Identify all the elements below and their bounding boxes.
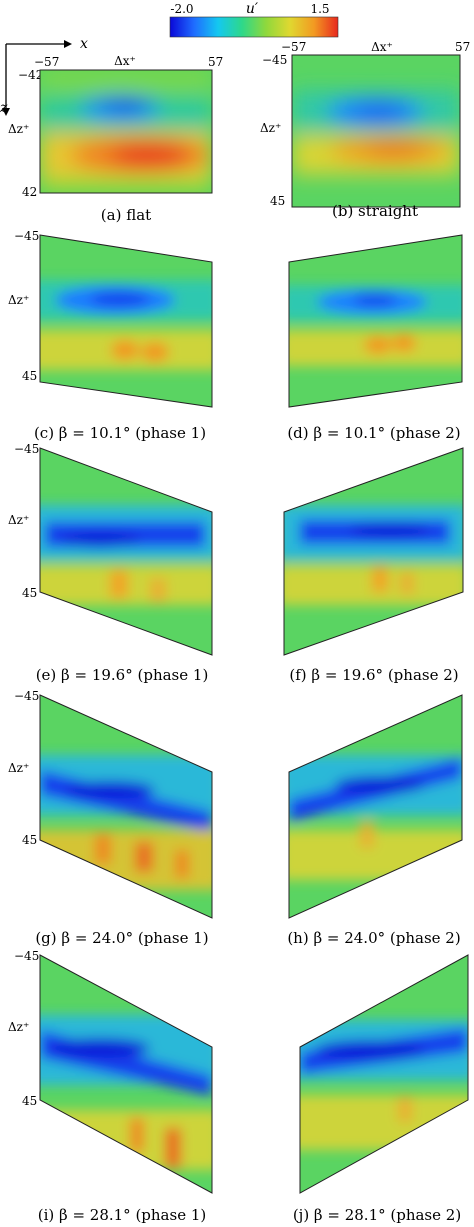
tick-z-top: −45 [14,689,39,703]
frame-i [39,954,213,1194]
contour-map-e [40,448,212,655]
contour-map-g [40,695,212,918]
colorbar-min-label: -2.0 [170,2,193,16]
dz-label: Δz⁺ [8,761,29,775]
tick-z-bottom: 42 [22,185,37,199]
colorbar: -2.0 u′ 1.5 [169,1,339,38]
z-arrow-head [2,108,10,116]
caption-g: (g) β = 24.0° (phase 1) [35,929,208,947]
caption-e: (e) β = 19.6° (phase 1) [36,666,209,684]
panel-c: −45 Δz⁺ 45 (c) β = 10.1° (phase 1) [8,229,213,442]
dz-label: Δz⁺ [8,122,29,136]
dx-label: Δx⁺ [114,54,136,68]
colorbar-max-label: 1.5 [310,2,329,16]
panel-e: −45 Δz⁺ 45 (e) β = 19.6° (phase 1) [8,442,213,684]
tick-z-bottom: 45 [22,369,37,383]
contour-map-h [289,695,462,918]
caption-b: (b) straight [332,202,418,220]
caption-a: (a) flat [101,206,151,224]
z-axis-label: z [0,100,8,116]
contour-map-b [292,55,460,207]
frame-e [39,447,213,656]
contour-map-f [284,448,463,655]
tick-z-top: −45 [14,949,39,963]
panel-i: −45 Δz⁺ 45 (i) β = 28.1° (phase 1) [8,949,213,1224]
tick-z-bottom: 45 [22,1094,37,1108]
dz-label: Δz⁺ [8,293,29,307]
tick-z-top: −45 [262,53,287,67]
dz-label: Δz⁺ [8,1020,29,1034]
tick-x-right: 57 [455,40,470,54]
panel-a: −57 Δx⁺ 57 −42 Δz⁺ 42 (a) flat [8,54,223,224]
tick-z-bottom: 45 [270,194,285,208]
frame-g [39,694,213,919]
tick-z-top: −42 [18,68,43,82]
dz-label: Δz⁺ [8,513,29,527]
contour-map-i [40,955,212,1193]
tick-x-left: −57 [281,40,306,54]
axis-arrows: x z [0,36,88,116]
tick-x-left: −57 [34,55,59,69]
caption-f: (f) β = 19.6° (phase 2) [289,666,458,684]
x-arrow-head [64,40,72,48]
x-axis-label: x [80,36,88,52]
tick-x-right: 57 [208,55,223,69]
caption-h: (h) β = 24.0° (phase 2) [287,929,460,947]
tick-z-top: −45 [14,442,39,456]
caption-j: (j) β = 28.1° (phase 2) [293,1206,461,1224]
dx-label: Δx⁺ [371,40,393,54]
frame-a [39,69,213,194]
panel-h: (h) β = 24.0° (phase 2) [287,694,463,947]
tick-z-top: −45 [14,229,39,243]
frame-c [39,234,213,408]
contour-map-j [300,955,468,1193]
tick-z-bottom: 45 [22,586,37,600]
contour-map-c [40,235,212,407]
frame-b [291,54,461,208]
dz-label: Δz⁺ [260,121,281,135]
frame-j [299,954,469,1194]
frame-f [283,447,464,656]
panel-d: (d) β = 10.1° (phase 2) [287,234,463,442]
caption-d: (d) β = 10.1° (phase 2) [287,424,460,442]
colorbar-gradient [169,16,339,38]
colorbar-variable-label: u′ [246,1,259,17]
contour-map-d [289,235,462,407]
panel-j: (j) β = 28.1° (phase 2) [293,954,469,1224]
tick-z-bottom: 45 [22,833,37,847]
caption-c: (c) β = 10.1° (phase 1) [34,424,206,442]
panel-f: (f) β = 19.6° (phase 2) [283,447,464,684]
frame-d [288,234,463,408]
frame-h [288,694,463,919]
contour-map-a [40,70,212,193]
panel-b: −57 Δx⁺ 57 −45 Δz⁺ 45 (b) straight [260,40,470,220]
panel-g: −45 Δz⁺ 45 (g) β = 24.0° (phase 1) [8,689,213,947]
caption-i: (i) β = 28.1° (phase 1) [38,1206,207,1224]
